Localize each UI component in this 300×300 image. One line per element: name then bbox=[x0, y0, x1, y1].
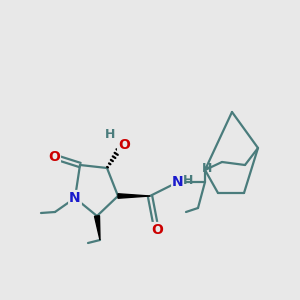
Text: H: H bbox=[202, 163, 212, 176]
Text: N: N bbox=[69, 191, 81, 205]
Text: N: N bbox=[172, 175, 184, 189]
Polygon shape bbox=[94, 216, 100, 240]
Text: H: H bbox=[183, 175, 193, 188]
Text: O: O bbox=[151, 223, 163, 237]
Polygon shape bbox=[118, 194, 150, 198]
Text: O: O bbox=[118, 138, 130, 152]
Text: O: O bbox=[48, 150, 60, 164]
Text: H: H bbox=[105, 128, 115, 140]
